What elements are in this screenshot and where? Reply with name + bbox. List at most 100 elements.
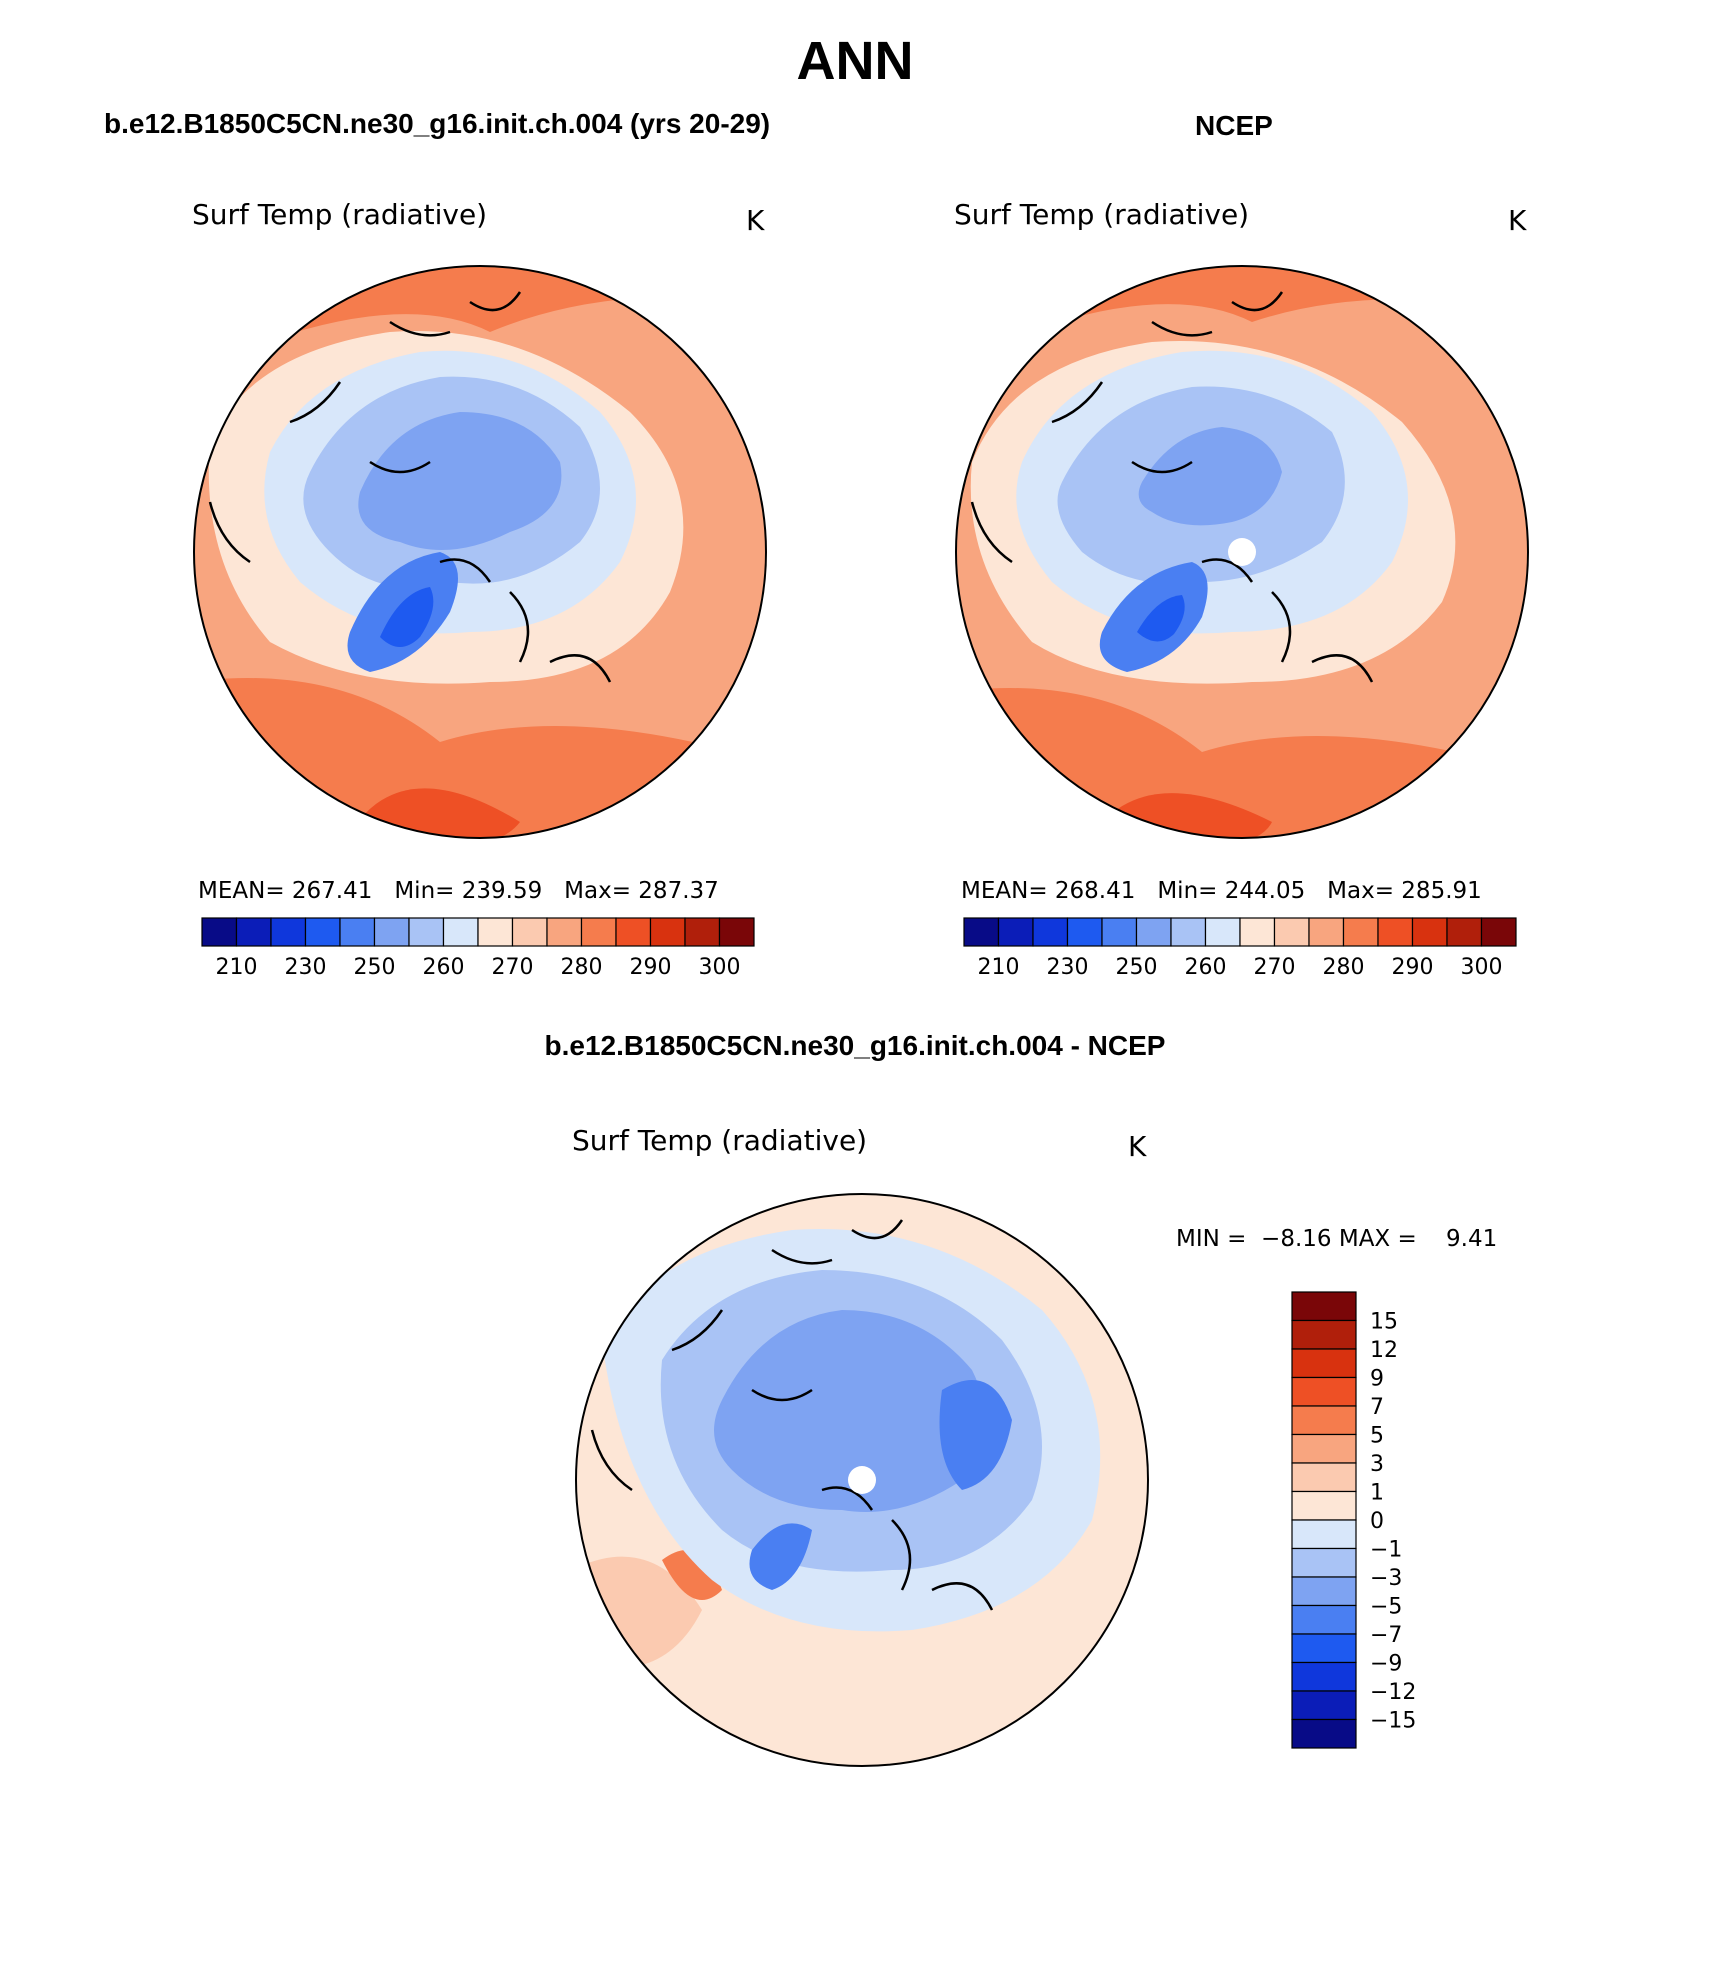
- map-colder-region: [358, 412, 562, 550]
- obs-colorbar-swatch: [1101, 917, 1138, 947]
- model-colorbar-swatch: [408, 917, 445, 947]
- diff-colorbar-tick-label: 1: [1370, 1481, 1384, 1506]
- map-outline: [955, 265, 1529, 839]
- obs-colorbar-tick-label: 260: [1185, 955, 1227, 980]
- obs-colorbar-swatch: [1066, 917, 1103, 947]
- diff-colorbar-swatch: [1291, 1718, 1357, 1749]
- model-min-label: Min=: [394, 878, 455, 904]
- obs-colorbar: 210 230 250 260 270 280 290 300: [963, 917, 1517, 980]
- obs-colorbar-swatch: [1170, 917, 1207, 947]
- map-strong-cold-anomaly-east: [939, 1380, 1012, 1490]
- diff-colorbar: 15 12 9 7 5 3 1 0 −1 −3 −5 −7 −9 −12 −15: [1291, 1291, 1416, 1749]
- obs-colorbar-swatch: [1273, 917, 1310, 947]
- model-colorbar-swatch: [718, 917, 755, 947]
- obs-colorbar-swatch: [1135, 917, 1172, 947]
- obs-stats: MEAN= 268.41 Min= 244.05 Max= 285.91: [961, 878, 1482, 904]
- model-units-label: K: [746, 204, 765, 237]
- obs-colorbar-tick-label: 280: [1323, 955, 1365, 980]
- diff-colorbar-swatch: [1291, 1376, 1357, 1407]
- obs-colorbar-tick-label: 290: [1392, 955, 1434, 980]
- model-colorbar-swatch: [270, 917, 307, 947]
- model-colorbar-swatch: [442, 917, 479, 947]
- map-colder-region: [1138, 427, 1282, 526]
- diff-colorbar-tick-label: −9: [1370, 1652, 1402, 1677]
- diff-polar-map: [575, 1193, 1149, 1767]
- obs-colorbar-swatch: [963, 917, 1000, 947]
- diff-max-value: 9.41: [1446, 1226, 1498, 1252]
- diff-colorbar-swatch: [1291, 1519, 1357, 1550]
- obs-colorbar-swatch: [1377, 917, 1414, 947]
- map-outline: [575, 1193, 1149, 1767]
- map-strong-cold-anomaly-greenland: [749, 1523, 812, 1590]
- map-pole-hole: [1228, 538, 1256, 566]
- model-colorbar-swatch: [546, 917, 583, 947]
- model-colorbar-tick-label: 260: [423, 955, 465, 980]
- model-colorbar-swatch: [684, 917, 721, 947]
- model-colorbar-swatch: [373, 917, 410, 947]
- obs-colorbar-tick-label: 270: [1254, 955, 1296, 980]
- figure-title: ANN: [796, 31, 914, 91]
- obs-colorbar-swatch: [1411, 917, 1448, 947]
- model-colorbar-tick-label: 290: [630, 955, 672, 980]
- obs-max-label: Max=: [1327, 878, 1394, 904]
- diff-panel-header: b.e12.B1850C5CN.ne30_g16.init.ch.004 - N…: [544, 1030, 1166, 1061]
- map-colder-anomaly: [714, 1310, 985, 1512]
- diff-colorbar-tick-label: −3: [1370, 1566, 1402, 1591]
- model-colorbar-swatch: [304, 917, 341, 947]
- obs-variable-title: Surf Temp (radiative): [954, 198, 1250, 231]
- diff-colorbar-tick-label: 12: [1370, 1338, 1398, 1363]
- obs-colorbar-tick-label: 230: [1047, 955, 1089, 980]
- model-mean-value: 267.41: [291, 878, 373, 904]
- diff-colorbar-swatch: [1291, 1319, 1357, 1350]
- model-polar-map: [193, 265, 767, 839]
- diff-colorbar-swatch: [1291, 1604, 1357, 1635]
- diff-colorbar-swatch: [1291, 1462, 1357, 1493]
- diff-units-label: K: [1128, 1130, 1147, 1163]
- map-hot-region: [1082, 793, 1272, 838]
- diff-variable-title: Surf Temp (radiative): [572, 1124, 868, 1157]
- obs-colorbar-swatch: [1446, 917, 1483, 947]
- diff-min-label: MIN =: [1176, 1226, 1247, 1252]
- model-colorbar-swatch: [235, 917, 272, 947]
- map-greenland-coldest: [380, 587, 434, 647]
- obs-colorbar-swatch: [1308, 917, 1345, 947]
- obs-min-label: Min=: [1157, 878, 1218, 904]
- map-pole-hole: [848, 1466, 876, 1494]
- obs-min-value: 244.05: [1224, 878, 1306, 904]
- obs-colorbar-tick-label: 210: [978, 955, 1020, 980]
- model-colorbar-tick-label: 280: [561, 955, 603, 980]
- diff-min-value: −8.16: [1261, 1226, 1332, 1252]
- obs-colorbar-swatch: [1204, 917, 1241, 947]
- diff-colorbar-tick-label: 5: [1370, 1424, 1384, 1449]
- model-colorbar-tick-label: 300: [699, 955, 741, 980]
- model-max-value: 287.37: [638, 878, 719, 904]
- diff-colorbar-swatch: [1291, 1661, 1357, 1692]
- model-mean-label: MEAN=: [198, 878, 285, 904]
- model-colorbar-tick-label: 210: [216, 955, 258, 980]
- diff-stats: MIN = −8.16 MAX = 9.41: [1176, 1226, 1497, 1252]
- diff-colorbar-tick-label: 9: [1370, 1367, 1384, 1392]
- map-greenland-coldest: [1137, 595, 1185, 642]
- diff-colorbar-swatch: [1291, 1633, 1357, 1664]
- map-outline: [193, 265, 767, 839]
- diff-colorbar-swatch: [1291, 1547, 1357, 1578]
- obs-colorbar-swatch: [1480, 917, 1517, 947]
- model-colorbar-swatch: [511, 917, 548, 947]
- model-min-value: 239.59: [461, 878, 543, 904]
- obs-colorbar-tick-label: 250: [1116, 955, 1158, 980]
- obs-colorbar-swatch: [1342, 917, 1379, 947]
- diff-colorbar-tick-label: −5: [1370, 1595, 1402, 1620]
- obs-mean-value: 268.41: [1054, 878, 1136, 904]
- model-colorbar: 210 230 250 260 270 280 290 300: [201, 917, 755, 980]
- obs-polar-map: [955, 265, 1529, 839]
- obs-colorbar-swatch: [1239, 917, 1276, 947]
- obs-units-label: K: [1508, 204, 1527, 237]
- map-coastlines: [208, 291, 612, 683]
- obs-mean-label: MEAN=: [961, 878, 1048, 904]
- model-variable-title: Surf Temp (radiative): [192, 198, 488, 231]
- map-coastlines: [590, 1219, 994, 1611]
- diff-colorbar-tick-label: 7: [1370, 1395, 1384, 1420]
- diff-colorbar-tick-label: 0: [1370, 1509, 1384, 1534]
- diff-max-label: MAX =: [1338, 1226, 1417, 1252]
- map-coastlines: [970, 291, 1374, 683]
